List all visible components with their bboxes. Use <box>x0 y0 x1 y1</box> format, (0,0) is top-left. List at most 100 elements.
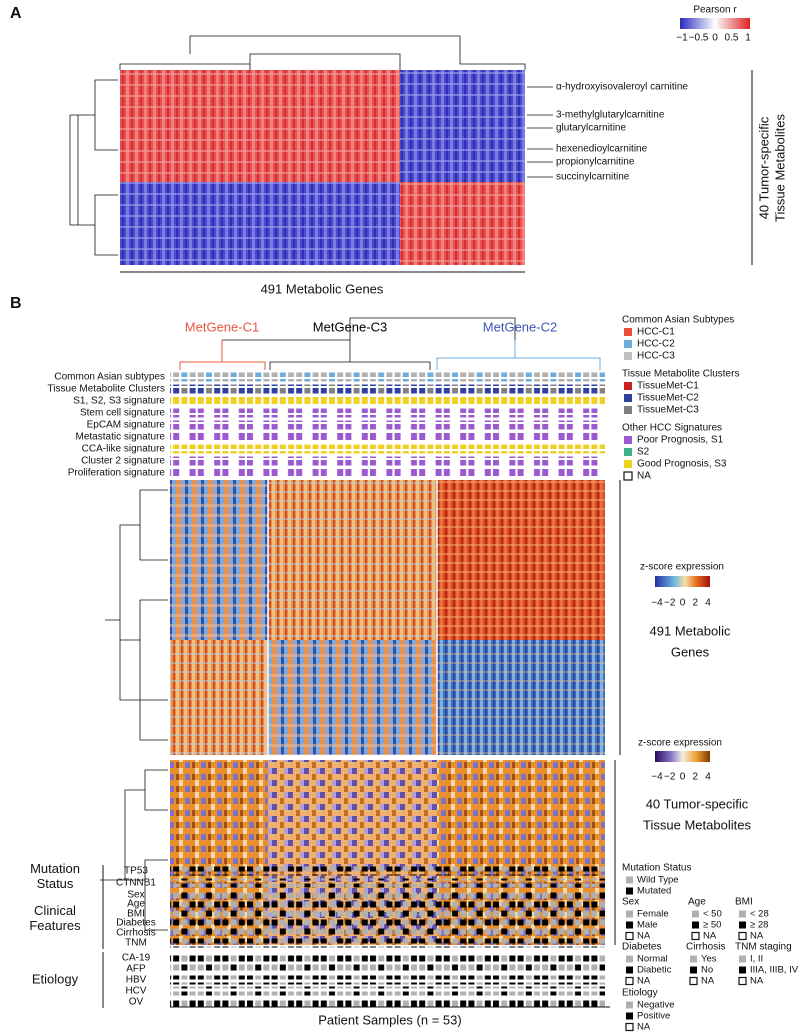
legend-label: Wild Type <box>637 875 679 886</box>
row-dendrogram <box>100 769 168 931</box>
cluster-labels: MetGene-C1 MetGene-C3 MetGene-C2 <box>185 319 557 334</box>
group-title: Mutation <box>30 861 80 876</box>
track-cells <box>170 468 605 478</box>
row-axis-label: Tissue Metabolites <box>772 114 787 222</box>
legend-label: Diabetic <box>637 965 672 976</box>
legend-label: TissueMet-C3 <box>637 405 699 416</box>
row-label: Diabetes <box>116 918 155 929</box>
legend-swatch <box>625 931 634 941</box>
colorbar <box>680 18 750 29</box>
track-label: EpCAM signature <box>87 420 166 431</box>
colorbar-tick-label: −4 <box>651 598 663 609</box>
colorbar-tick-label: 0 <box>712 33 718 44</box>
track-cells <box>170 997 605 1007</box>
legend-title: Sex <box>622 897 639 908</box>
panel-label: A <box>10 5 22 22</box>
track-cells <box>170 878 605 888</box>
row-label: Sex <box>127 890 144 901</box>
heatmap-block <box>120 182 400 265</box>
heatmap-label: 491 Metabolic <box>650 623 731 638</box>
metabolite-labels: α-hydroxyisovaleroyl carnitine 3-methylgl… <box>527 82 688 183</box>
legend-label: IIIA, IIIB, IV <box>750 965 799 976</box>
colorbar-tick-label: 4 <box>705 598 711 609</box>
legend-label: S2 <box>637 447 650 458</box>
track-label: Stem cell signature <box>80 408 165 419</box>
legend-label: Yes <box>701 954 717 965</box>
column-axis-label: 491 Metabolic Genes <box>261 281 384 296</box>
legend-swatch <box>624 448 632 456</box>
colorbar-tick-label: −1 <box>676 33 688 44</box>
colorbar-tick-label: −4 <box>651 772 663 783</box>
row-dendrogram <box>69 79 118 256</box>
track-cells <box>170 938 605 948</box>
track-cells <box>170 986 605 996</box>
track-label: Common Asian subtypes <box>54 372 165 383</box>
colorbar-title: z-score expression <box>640 562 724 573</box>
legend-label: NA <box>750 931 764 942</box>
legend-label: TissueMet-C2 <box>637 393 699 404</box>
legend-label: < 28 <box>750 909 769 920</box>
legend-title: Age <box>688 897 706 908</box>
cluster-label: MetGene-C3 <box>313 319 387 334</box>
legend-swatch <box>739 910 746 918</box>
row-label: TNM <box>125 938 147 949</box>
legend-swatch <box>624 436 632 444</box>
legend-swatch <box>690 966 697 974</box>
legend-swatch <box>692 921 699 929</box>
row-label: HBV <box>126 975 147 986</box>
legend-swatch <box>625 1022 634 1032</box>
track-cells <box>170 408 605 418</box>
legend-label: NA <box>701 976 715 987</box>
colorbar-tick-label: 1 <box>745 33 751 44</box>
legend-label: TissueMet-C1 <box>637 381 699 392</box>
track-label: Metastatic signature <box>76 432 166 443</box>
legend-title: Etiology <box>622 988 658 999</box>
colorbar-tick-label: −2 <box>664 598 676 609</box>
row-label: Age <box>127 899 145 910</box>
metabolite-label: propionylcarnitine <box>556 157 635 168</box>
legend-label: HCC-C3 <box>637 351 675 362</box>
legend-swatch <box>690 955 697 963</box>
row-label: HCV <box>125 986 146 997</box>
legend-label: NA <box>637 931 651 942</box>
sample-axis-label: Patient Samples (n = 53) <box>318 1012 461 1027</box>
metabolite-label: succinylcarnitine <box>556 172 630 183</box>
legend-swatch <box>689 976 698 986</box>
track-cells <box>170 372 605 382</box>
heatmap-block <box>437 480 605 640</box>
legend-title: Diabetes <box>622 942 661 953</box>
legend-swatch <box>626 966 633 974</box>
metabolite-label: glutarylcarnitine <box>556 123 626 134</box>
track-cells <box>170 909 605 919</box>
track-cells <box>170 899 605 909</box>
legend-swatch <box>626 910 633 918</box>
legend-label: NA <box>750 976 764 987</box>
row-label: OV <box>129 997 144 1008</box>
colorbar <box>655 576 710 587</box>
legend-swatch <box>624 406 632 414</box>
legend-swatch <box>626 1012 633 1020</box>
group-title: Clinical <box>34 903 76 918</box>
legend-swatch <box>625 976 634 986</box>
legend-swatch <box>626 1001 633 1009</box>
heatmap-block <box>437 640 605 755</box>
row-label: CTNNB1 <box>116 878 156 889</box>
colorbar-tick-label: 2 <box>692 598 698 609</box>
track-cells <box>170 384 605 394</box>
panel-label: B <box>10 295 22 312</box>
legend-label: NA <box>637 1022 651 1033</box>
heatmap-block <box>268 640 437 755</box>
track-label: CCA-like signature <box>82 444 166 455</box>
legend-swatch <box>624 394 632 402</box>
track-cells <box>170 918 605 928</box>
group-title: Features <box>29 918 81 933</box>
row-label: TP53 <box>124 866 148 877</box>
legend-swatch <box>739 966 746 974</box>
legend-label: NA <box>637 976 651 987</box>
